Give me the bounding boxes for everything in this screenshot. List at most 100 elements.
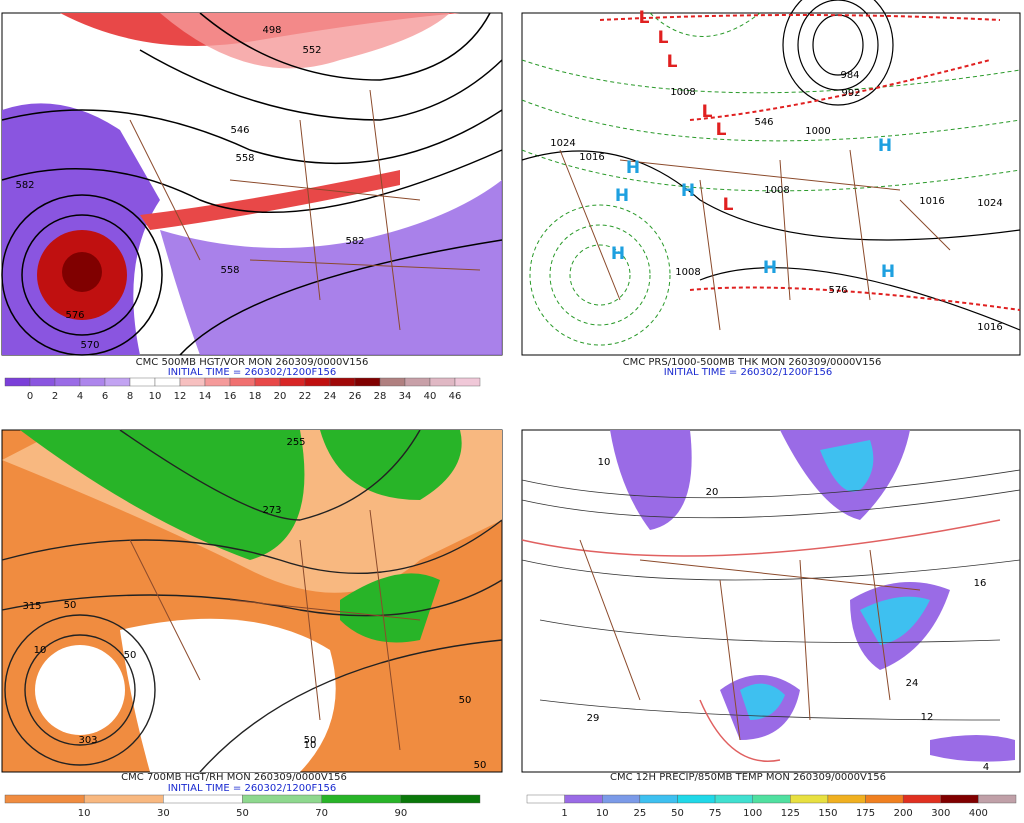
- pressure-center: L: [667, 52, 678, 72]
- contour-label: 576: [65, 310, 84, 321]
- colorbar-swatch: [304, 377, 331, 387]
- map-precip: [521, 429, 1021, 773]
- colorbar-label: 50: [671, 808, 684, 819]
- contour-label: 255: [286, 437, 305, 448]
- contour-label: 498: [262, 25, 281, 36]
- contour-label: 1016: [977, 322, 1002, 333]
- colorbar-label: 50: [236, 808, 249, 819]
- colorbar-swatch: [79, 377, 106, 387]
- colorbar-label: 30: [157, 808, 170, 819]
- colorbar-label: 25: [633, 808, 646, 819]
- colorbar-swatch: [29, 377, 56, 387]
- colorbar-label: 26: [349, 391, 362, 402]
- panel-caption: CMC PRS/1000-500MB THK MON 260309/0000V1…: [623, 357, 882, 368]
- rh-area: [320, 430, 462, 500]
- contour-label: 1024: [977, 198, 1002, 209]
- colorbar-swatch: [714, 794, 753, 804]
- contour-label: 1008: [670, 87, 695, 98]
- colorbar-label: 22: [299, 391, 312, 402]
- contour-label: 29: [587, 713, 600, 724]
- colorbar-label: 46: [449, 391, 462, 402]
- vorticity-area: [160, 13, 450, 69]
- panel-caption: CMC 12H PRECIP/850MB TEMP MON 260309/000…: [610, 772, 886, 783]
- borders: [129, 89, 481, 331]
- colorbar-swatch: [379, 377, 406, 387]
- contour-label: 50: [474, 760, 487, 771]
- colorbar-label: 75: [709, 808, 722, 819]
- contour-label: 1024: [550, 138, 575, 149]
- pressure-center: H: [881, 262, 895, 282]
- contour-label: 1016: [919, 196, 944, 207]
- contour-label: 10: [304, 740, 317, 751]
- colorbar-swatch: [354, 377, 381, 387]
- precip-area: [930, 735, 1015, 762]
- colorbar-label: 70: [315, 808, 328, 819]
- colorbar-swatch: [639, 794, 678, 804]
- panel-caption: CMC 700MB HGT/RH MON 260309/0000V156: [121, 772, 347, 783]
- colorbar-swatch: [4, 377, 31, 387]
- colorbar-label: 10: [596, 808, 609, 819]
- colorbar-swatch: [752, 794, 791, 804]
- colorbar-label: 90: [394, 808, 407, 819]
- contour-label: 546: [230, 125, 249, 136]
- pressure-center: H: [878, 136, 892, 156]
- colorbar-label: 150: [818, 808, 837, 819]
- map-frame: [521, 12, 1021, 356]
- colorbar-swatch: [602, 794, 641, 804]
- colorbar-swatch: [179, 377, 206, 387]
- colorbar-swatch: [564, 794, 603, 804]
- panel-caption: CMC 500MB HGT/VOR MON 260309/0000V156: [136, 357, 369, 368]
- contour-label: 546: [754, 117, 773, 128]
- contour-label: 558: [235, 153, 254, 164]
- colorbar-label: 40: [424, 391, 437, 402]
- colorbar-label: 2: [52, 391, 58, 402]
- contour-label: 582: [345, 236, 364, 247]
- colorbar-swatch: [83, 794, 164, 804]
- colorbar-swatch: [677, 794, 716, 804]
- colorbar-label: 0: [27, 391, 33, 402]
- colorbar-swatch: [865, 794, 904, 804]
- colorbar-swatch: [129, 377, 156, 387]
- contour-label: 570: [80, 340, 99, 351]
- rh-area: [35, 645, 125, 735]
- contour-label: 992: [841, 88, 860, 99]
- pressure-center: L: [658, 28, 669, 48]
- initial-time: INITIAL TIME = 260302/1200F156: [664, 367, 833, 378]
- colorbar-label: 18: [249, 391, 262, 402]
- contour-label: 1016: [579, 152, 604, 163]
- precip-area: [610, 430, 692, 530]
- contour-label: 1008: [764, 185, 789, 196]
- colorbar-swatch: [204, 377, 231, 387]
- contour-label: 315: [22, 601, 41, 612]
- contour-label: 50: [459, 695, 472, 706]
- contour-label: 20: [706, 487, 719, 498]
- colorbar-label: 300: [931, 808, 950, 819]
- colorbar-label: 14: [199, 391, 212, 402]
- colorbar-swatch: [940, 794, 979, 804]
- pressure-center: H: [626, 158, 640, 178]
- precip-area: [740, 683, 785, 720]
- contour-label: 50: [64, 600, 77, 611]
- colorbar-label: 175: [856, 808, 875, 819]
- colorbar-label: 1: [561, 808, 567, 819]
- vorticity-area: [160, 180, 502, 355]
- colorbar-swatch: [154, 377, 181, 387]
- colorbar-swatch: [321, 794, 402, 804]
- pressure-center: L: [639, 8, 650, 28]
- colorbar-swatch: [242, 794, 322, 804]
- map-thickness: [521, 0, 1021, 356]
- colorbar-swatch: [454, 377, 481, 387]
- contour-label: 1008: [675, 267, 700, 278]
- borders: [579, 539, 921, 741]
- colorbar-swatch: [827, 794, 866, 804]
- colorbar-swatch: [104, 377, 131, 387]
- colorbar-label: 6: [102, 391, 108, 402]
- colorbar-swatch: [404, 377, 431, 387]
- contour-label: 576: [828, 285, 847, 296]
- contour-label: 582: [15, 180, 34, 191]
- contour-label: 24: [906, 678, 919, 689]
- contour-label: 552: [302, 45, 321, 56]
- contour-label: 50: [124, 650, 137, 661]
- colorbar-swatch: [163, 794, 243, 804]
